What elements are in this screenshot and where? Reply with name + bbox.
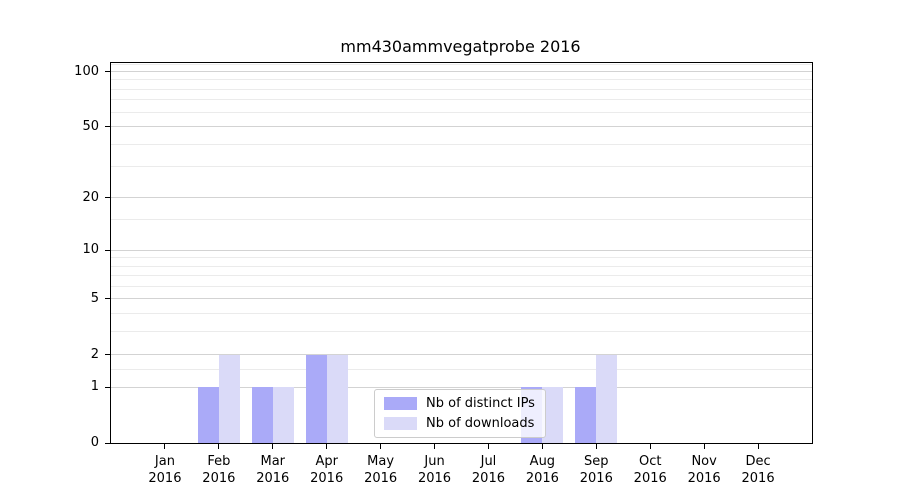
x-tick: [487, 444, 489, 449]
x-tick-label: Mar 2016: [256, 454, 290, 486]
bar-distinct-ips: [251, 387, 273, 443]
y-gridline-minor: [111, 275, 812, 277]
y-gridline-major: [111, 354, 812, 356]
y-tick: [105, 442, 111, 444]
x-tick: [703, 444, 705, 449]
y-gridline-minor: [111, 79, 812, 81]
y-tick-label: 20: [82, 189, 99, 205]
x-tick-label: Oct 2016: [633, 454, 667, 486]
y-gridline-major: [111, 71, 812, 73]
x-tick: [326, 444, 328, 449]
y-tick: [105, 126, 111, 128]
y-tick-label: 2: [90, 346, 99, 362]
x-tick-label: Sep 2016: [579, 454, 613, 486]
bar-downloads: [596, 354, 618, 443]
y-gridline-major: [111, 298, 812, 300]
y-gridline-minor: [111, 166, 812, 168]
legend-swatch-distinct-ips: [384, 397, 417, 410]
y-tick: [105, 354, 111, 356]
y-tick-label: 5: [90, 290, 99, 306]
y-gridline-minor: [111, 143, 812, 145]
x-tick: [595, 444, 597, 449]
y-gridline-minor: [111, 99, 812, 101]
y-tick: [105, 71, 111, 73]
y-tick-label: 10: [82, 242, 99, 258]
x-tick-label: Feb 2016: [202, 454, 236, 486]
x-tick-label: Jan 2016: [148, 454, 182, 486]
x-tick: [649, 444, 651, 449]
y-tick-label: 1: [90, 379, 99, 395]
bar-downloads: [326, 354, 348, 443]
plot-area: 0 1 2 5 10 20 50 100 Jan 2016 Feb 2016 Mar 2016 Ap…: [74, 62, 813, 486]
x-tick: [757, 444, 759, 449]
y-gridline-minor: [111, 312, 812, 314]
y-gridline-major: [111, 197, 812, 199]
x-tick: [272, 444, 274, 449]
legend: Nb of distinct IPs Nb of downloads: [374, 389, 546, 438]
y-gridline-minor: [111, 330, 812, 332]
y-tick-label: 0: [90, 435, 99, 450]
bar-downloads: [542, 387, 564, 443]
y-tick: [105, 386, 111, 388]
x-tick: [164, 444, 166, 449]
y-gridline-minor: [111, 219, 812, 221]
y-gridline-minor: [111, 257, 812, 259]
bar-distinct-ips: [305, 354, 327, 443]
y-gridline-minor: [111, 265, 812, 267]
x-tick-label: Jun 2016: [417, 454, 452, 486]
legend-swatch-downloads: [384, 417, 417, 430]
bar-distinct-ips: [575, 387, 597, 443]
y-tick-label: 50: [82, 118, 99, 134]
y-gridline-major: [111, 386, 812, 388]
y-tick: [105, 197, 111, 199]
legend-item-distinct-ips: Nb of distinct IPs: [384, 396, 535, 411]
bar-downloads: [272, 387, 294, 443]
y-tick: [105, 298, 111, 300]
x-tick: [541, 444, 543, 449]
x-tick: [218, 444, 220, 449]
legend-label-distinct-ips: Nb of distinct IPs: [426, 396, 535, 411]
bar-distinct-ips: [197, 387, 219, 443]
x-tick-label: Dec 2016: [741, 454, 775, 486]
x-tick-label: Jul 2016: [471, 454, 505, 486]
y-gridline-minor: [111, 285, 812, 287]
x-tick-label: Apr 2016: [310, 454, 344, 486]
y-gridline-minor: [111, 111, 812, 113]
x-tick-label: May 2016: [364, 454, 398, 486]
chart-title: mm430ammvegatprobe 2016: [340, 37, 581, 56]
bar-downloads: [218, 354, 240, 443]
x-tick-label: Nov 2016: [687, 454, 721, 486]
y-tick: [105, 249, 111, 251]
legend-label-downloads: Nb of downloads: [426, 416, 535, 431]
y-gridline-major: [111, 249, 812, 251]
y-gridline-minor: [111, 88, 812, 90]
y-gridline-minor: [111, 368, 812, 370]
x-tick: [380, 444, 382, 449]
legend-item-downloads: Nb of downloads: [384, 416, 535, 431]
y-tick-label: 100: [74, 63, 99, 79]
y-gridline-minor: [111, 63, 812, 65]
y-gridline-major: [111, 126, 812, 128]
x-tick: [434, 444, 436, 449]
x-tick-label: Aug 2016: [525, 454, 559, 486]
